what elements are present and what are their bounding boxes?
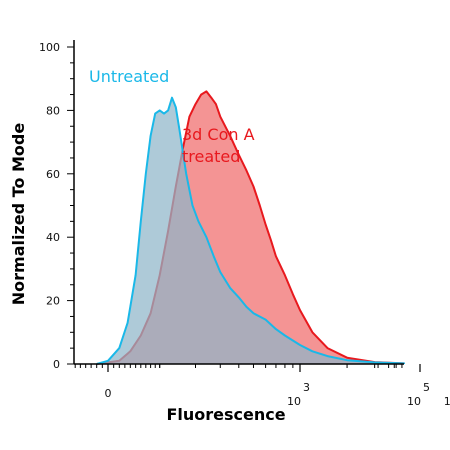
y-tick-label: 60 xyxy=(46,168,60,181)
y-tick-label: 100 xyxy=(39,41,60,54)
x-tick-exponent: 3 xyxy=(303,381,310,394)
x-tick-label: 10 xyxy=(444,395,450,408)
x-axis-title: Fluorescence xyxy=(166,405,285,424)
plot-area xyxy=(96,90,405,365)
x-tick-label: 10 xyxy=(407,395,421,408)
y-tick-label: 80 xyxy=(46,104,60,117)
x-tick-label: 0 xyxy=(105,387,112,400)
x-tick-exponent: 5 xyxy=(423,381,430,394)
labels: Normalized To Mode Fluorescence Untreate… xyxy=(9,67,286,424)
annotation-con-a-line1: 3d Con A xyxy=(182,125,255,144)
y-tick-label: 40 xyxy=(46,231,60,244)
y-tick-label: 0 xyxy=(53,358,60,371)
annotation-con-a-line2: treated xyxy=(182,147,240,166)
x-tick-label: 10 xyxy=(287,395,301,408)
annotation-untreated: Untreated xyxy=(89,67,169,86)
y-axis-title: Normalized To Mode xyxy=(9,123,28,306)
series-line-untreated xyxy=(96,96,405,365)
y-tick-label: 20 xyxy=(46,295,60,308)
axes: 0204060801000103104105 xyxy=(39,40,450,408)
series-fill-untreated xyxy=(96,97,404,364)
